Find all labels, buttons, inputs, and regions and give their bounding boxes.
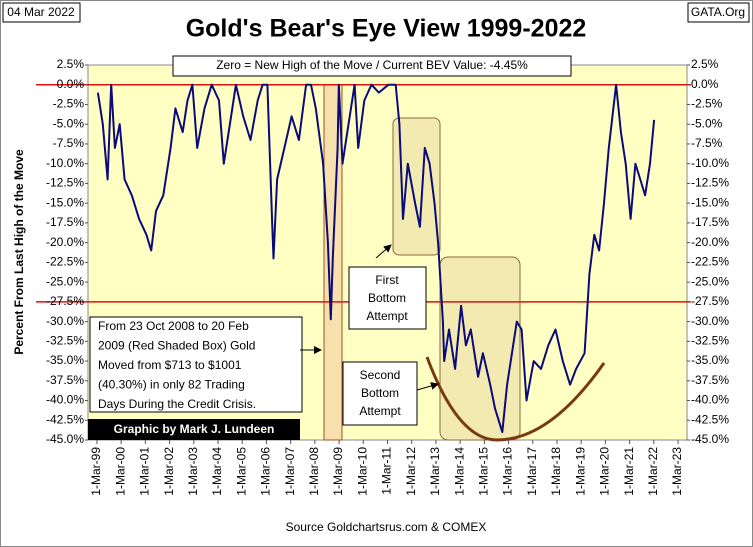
y2-tick-label: -15.0% <box>691 195 729 209</box>
x-tick-label: 1-Mar-21 <box>622 447 636 496</box>
y-tick-label: -17.5% <box>46 215 84 229</box>
chart-title: Gold's Bear's Eye View 1999-2022 <box>186 15 587 43</box>
x-tick-label: 1-Mar-99 <box>89 447 103 496</box>
y-tick-label: -30.0% <box>46 314 84 328</box>
first-bottom-box <box>392 117 441 256</box>
second-bottom-box <box>439 256 521 441</box>
x-tick-label: 1-Mar-02 <box>162 447 176 496</box>
x-tick-label: 1-Mar-05 <box>234 447 248 496</box>
annotation: Attempt <box>366 309 408 323</box>
x-tick-label: 1-Mar-06 <box>259 447 273 496</box>
y-tick-label: 0.0% <box>57 77 85 91</box>
x-tick-label: 1-Mar-20 <box>598 447 612 496</box>
x-tick-label: 1-Mar-12 <box>404 447 418 496</box>
y2-tick-label: -45.0% <box>691 432 729 446</box>
y-axis-label: Percent From Last High of the Move <box>12 149 26 355</box>
annotation: Attempt <box>359 404 401 418</box>
y-tick-label: -25.0% <box>46 274 84 288</box>
annotation: Bottom <box>361 386 399 400</box>
arrow <box>375 244 392 259</box>
date-box <box>2 2 81 23</box>
y2-tick-label: -25.0% <box>691 274 729 288</box>
y2-tick-label: -30.0% <box>691 314 729 328</box>
bottom-curve <box>425 356 606 442</box>
y2-tick-label: -32.5% <box>691 333 729 347</box>
y-tick-label: -12.5% <box>46 176 84 190</box>
source: Source Goldchartsrus.com & COMEX <box>286 520 487 534</box>
annotation: From 23 Oct 2008 to 20 Feb <box>98 319 249 333</box>
y-tick-label: 2.5% <box>57 57 85 71</box>
second-note-box <box>342 361 418 426</box>
header-note: Zero = New High of the Move / Current BE… <box>216 58 528 72</box>
y2-tick-label: -2.5% <box>691 97 723 111</box>
annotation: Moved from $713 to $1001 <box>98 358 242 372</box>
y2-tick-label: -5.0% <box>691 116 723 130</box>
y2-tick-label: -12.5% <box>691 176 729 190</box>
y-tick-label: -22.5% <box>46 255 84 269</box>
y2-tick-label: -22.5% <box>691 255 729 269</box>
y-tick-label: -32.5% <box>46 333 84 347</box>
y2-tick-label: -20.0% <box>691 235 729 249</box>
date: 04 Mar 2022 <box>7 5 75 19</box>
annotation: First <box>375 273 399 287</box>
annotation: Second <box>360 368 401 382</box>
x-tick-label: 1-Mar-17 <box>525 447 539 496</box>
x-tick-label: 1-Mar-00 <box>113 447 127 496</box>
x-tick-label: 1-Mar-19 <box>573 447 587 496</box>
x-tick-label: 1-Mar-15 <box>477 447 491 496</box>
x-tick-label: 1-Mar-23 <box>670 447 684 496</box>
y2-tick-label: -35.0% <box>691 353 729 367</box>
y-tick-label: -5.0% <box>53 116 85 130</box>
y-tick-label: -27.5% <box>46 294 84 308</box>
first-note-box <box>348 266 427 330</box>
site: GATA.Org <box>691 5 745 19</box>
x-tick-label: 1-Mar-03 <box>186 447 200 496</box>
y-tick-label: -42.5% <box>46 412 84 426</box>
site-box <box>687 2 750 23</box>
x-tick-label: 1-Mar-08 <box>307 447 321 496</box>
arrow <box>416 382 439 391</box>
y2-tick-label: -42.5% <box>691 412 729 426</box>
y2-tick-label: -17.5% <box>691 215 729 229</box>
y-tick-label: -45.0% <box>46 432 84 446</box>
credit-box <box>88 419 300 440</box>
y2-tick-label: 0.0% <box>691 77 719 91</box>
x-tick-label: 1-Mar-14 <box>452 447 466 496</box>
y2-tick-label: 2.5% <box>691 57 719 71</box>
y-tick-label: -20.0% <box>46 235 84 249</box>
credit: Graphic by Mark J. Lundeen <box>114 422 275 436</box>
y-tick-label: -35.0% <box>46 353 84 367</box>
y2-tick-label: -10.0% <box>691 156 729 170</box>
y2-tick-label: -7.5% <box>691 136 723 150</box>
y-tick-label: -15.0% <box>46 195 84 209</box>
x-tick-label: 1-Mar-09 <box>331 447 345 496</box>
annotation: (40.30%) in only 82 Trading <box>98 378 245 392</box>
annotation: 2009 (Red Shaded Box) Gold <box>98 339 255 353</box>
x-tick-label: 1-Mar-01 <box>138 447 152 496</box>
y-tick-label: -37.5% <box>46 373 84 387</box>
series-line <box>96 83 656 434</box>
x-tick-label: 1-Mar-07 <box>283 447 297 496</box>
x-tick-label: 1-Mar-10 <box>355 447 369 496</box>
x-tick-label: 1-Mar-16 <box>501 447 515 496</box>
x-tick-label: 1-Mar-13 <box>428 447 442 496</box>
y-tick-label: -7.5% <box>53 136 85 150</box>
y2-tick-label: -27.5% <box>691 294 729 308</box>
annotation: Bottom <box>368 291 406 305</box>
y-tick-label: -10.0% <box>46 156 84 170</box>
annotation: Days During the Credit Crisis. <box>98 397 256 411</box>
x-tick-label: 1-Mar-04 <box>210 447 224 496</box>
y-tick-label: -40.0% <box>46 393 84 407</box>
y-tick-label: -2.5% <box>53 97 85 111</box>
x-tick-label: 1-Mar-22 <box>646 447 660 496</box>
x-tick-label: 1-Mar-18 <box>549 447 563 496</box>
note-box <box>172 55 572 77</box>
x-tick-label: 1-Mar-11 <box>380 447 394 495</box>
y2-tick-label: -37.5% <box>691 373 729 387</box>
y2-tick-label: -40.0% <box>691 393 729 407</box>
crisis-note-box <box>89 316 303 413</box>
